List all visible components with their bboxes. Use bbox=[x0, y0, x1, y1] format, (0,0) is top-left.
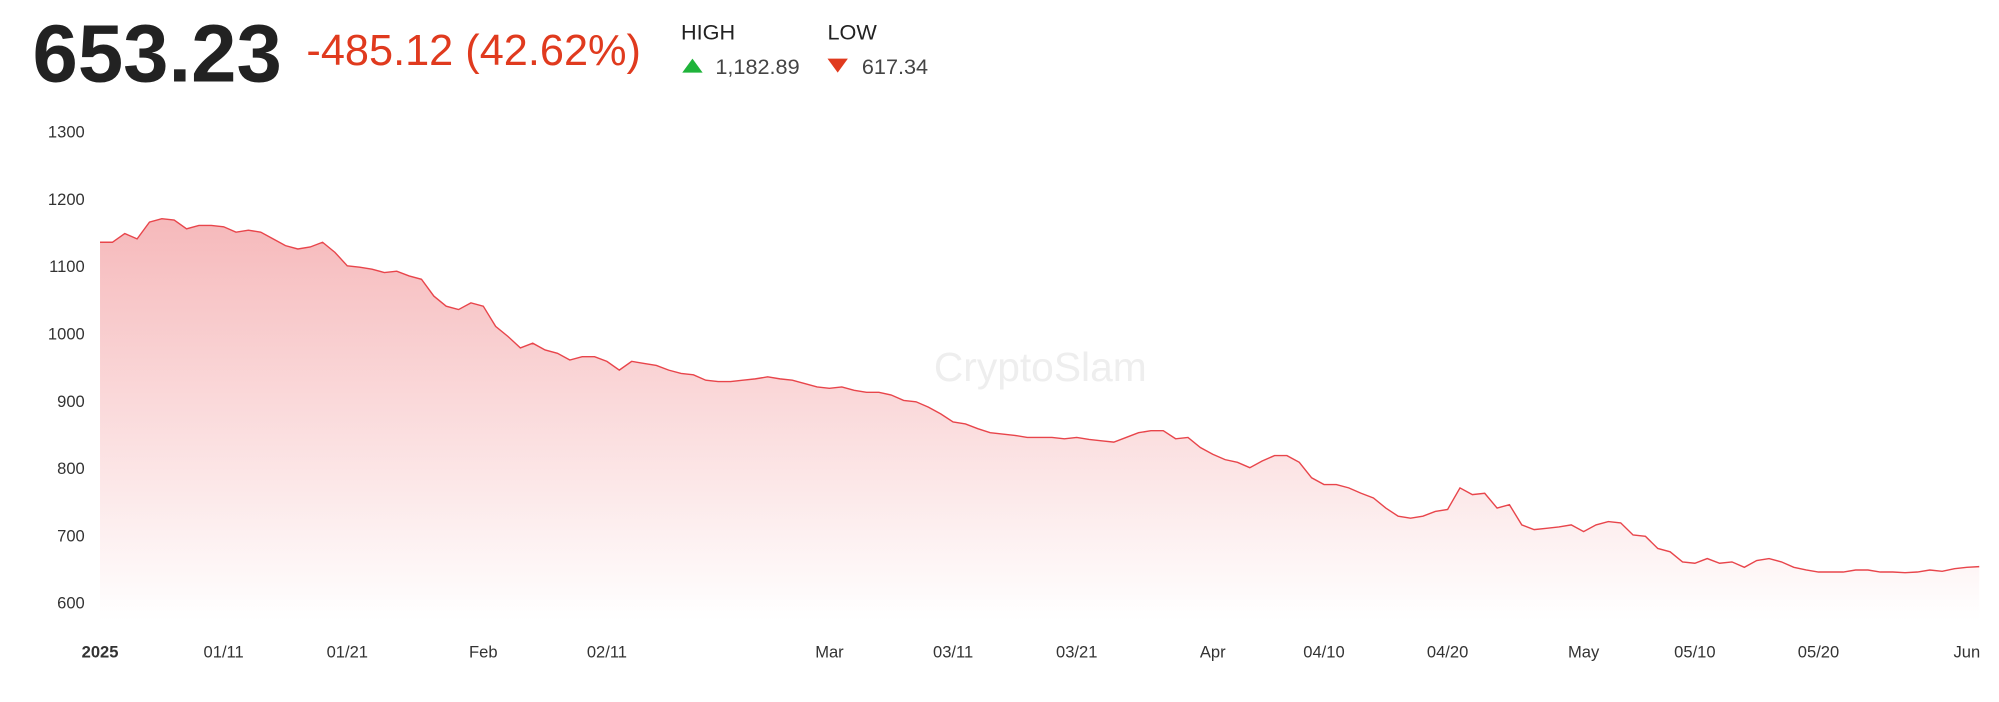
high-label: HIGH bbox=[681, 19, 735, 44]
x-tick-label: 02/11 bbox=[587, 642, 627, 661]
y-tick-label: 1100 bbox=[49, 257, 85, 276]
y-tick-label: 1200 bbox=[48, 190, 85, 209]
x-tick-label: 05/20 bbox=[1798, 642, 1839, 661]
x-tick-label: 01/21 bbox=[327, 642, 368, 661]
price: 653.23 bbox=[32, 9, 281, 100]
up-icon bbox=[682, 58, 703, 73]
x-tick-label: 04/10 bbox=[1303, 642, 1344, 661]
area bbox=[100, 218, 1980, 621]
x-tick-label: May bbox=[1568, 642, 1600, 661]
x-tick-label: 05/10 bbox=[1674, 642, 1715, 661]
x-tick-label: Feb bbox=[469, 642, 498, 661]
price-change: -485.12 (42.62%) bbox=[306, 27, 641, 75]
x-tick-label: 01/11 bbox=[204, 642, 244, 661]
x-tick-label: Apr bbox=[1200, 642, 1226, 661]
x-tick-label: Mar bbox=[815, 642, 844, 661]
y-tick-label: 600 bbox=[57, 594, 85, 613]
low-value: 617.34 bbox=[862, 54, 928, 79]
watermark: CryptoSlam bbox=[934, 344, 1147, 390]
x-tick-label: Jun bbox=[1954, 642, 1981, 661]
low-label: LOW bbox=[828, 19, 878, 44]
y-tick-label: 1300 bbox=[48, 123, 85, 142]
x-tick-label: 03/21 bbox=[1056, 642, 1097, 661]
down-icon bbox=[827, 58, 848, 73]
y-tick-label: 1000 bbox=[48, 324, 85, 343]
y-tick-label: 700 bbox=[57, 526, 85, 545]
x-tick-label: 2025 bbox=[82, 642, 119, 661]
y-tick-label: 900 bbox=[57, 392, 85, 411]
y-tick-label: 800 bbox=[57, 459, 85, 478]
x-tick-label: 03/11 bbox=[933, 642, 973, 661]
x-tick-label: 04/20 bbox=[1427, 642, 1468, 661]
line bbox=[100, 218, 1980, 574]
high-value: 1,182.89 bbox=[715, 54, 799, 79]
